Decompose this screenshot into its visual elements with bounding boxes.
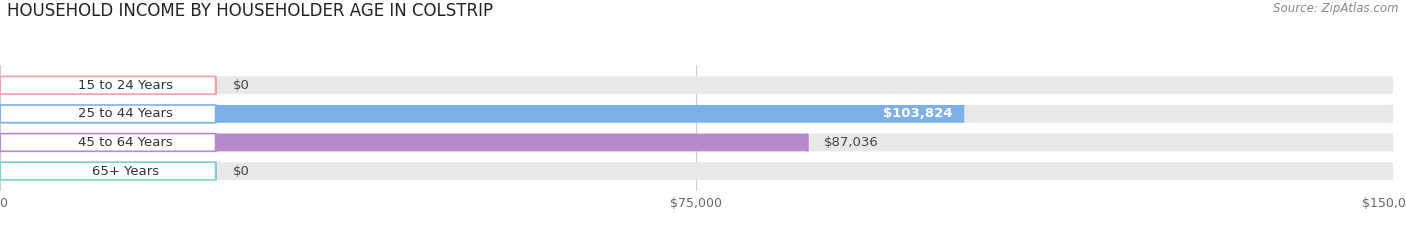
Text: Source: ZipAtlas.com: Source: ZipAtlas.com — [1274, 2, 1399, 15]
FancyBboxPatch shape — [0, 162, 215, 180]
FancyBboxPatch shape — [0, 76, 215, 94]
FancyBboxPatch shape — [0, 134, 1392, 151]
Text: 65+ Years: 65+ Years — [91, 164, 159, 178]
FancyBboxPatch shape — [0, 134, 215, 151]
Text: $103,824: $103,824 — [883, 107, 952, 120]
Text: 45 to 64 Years: 45 to 64 Years — [77, 136, 173, 149]
FancyBboxPatch shape — [0, 105, 963, 123]
Text: HOUSEHOLD INCOME BY HOUSEHOLDER AGE IN COLSTRIP: HOUSEHOLD INCOME BY HOUSEHOLDER AGE IN C… — [7, 2, 494, 20]
Text: 25 to 44 Years: 25 to 44 Years — [77, 107, 173, 120]
FancyBboxPatch shape — [0, 105, 215, 123]
Text: $87,036: $87,036 — [824, 136, 879, 149]
FancyBboxPatch shape — [0, 105, 1392, 123]
FancyBboxPatch shape — [0, 134, 807, 151]
Text: 15 to 24 Years: 15 to 24 Years — [77, 79, 173, 92]
FancyBboxPatch shape — [0, 162, 1392, 180]
FancyBboxPatch shape — [0, 76, 1392, 94]
Text: $0: $0 — [232, 79, 249, 92]
Text: $0: $0 — [232, 164, 249, 178]
